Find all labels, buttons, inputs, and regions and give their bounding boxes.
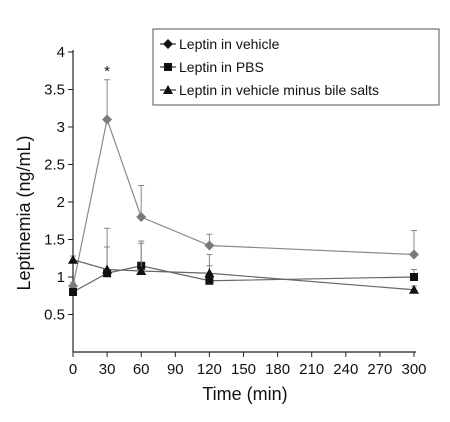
series-3 <box>68 227 419 294</box>
x-tick-label: 240 <box>333 361 358 378</box>
x-tick-label: 150 <box>231 361 256 378</box>
x-axis-title: Time (min) <box>202 384 287 404</box>
y-tick-label: 1 <box>57 269 65 286</box>
axes <box>72 50 416 353</box>
x-tick-label: 300 <box>401 361 426 378</box>
x-tick-label: 180 <box>265 361 290 378</box>
series-layer <box>68 79 419 296</box>
y-tick-label: 3.5 <box>44 82 65 99</box>
data-point <box>410 273 418 281</box>
x-tick-label: 0 <box>69 361 77 378</box>
y-tick-label: 1.5 <box>44 232 65 249</box>
legend: Leptin in vehicle Leptin in PBS Leptin in … <box>152 28 440 106</box>
data-point <box>68 254 78 264</box>
data-point <box>205 276 214 285</box>
data-point <box>102 114 113 125</box>
series-line <box>72 117 415 287</box>
data-point <box>136 266 147 275</box>
data-point <box>136 212 147 222</box>
data-point <box>69 288 77 296</box>
x-tick-label: 270 <box>367 361 392 378</box>
series-1 <box>68 79 419 291</box>
legend-marker <box>164 63 172 71</box>
legend-item: Leptin in vehicle <box>160 36 280 52</box>
legend-label: Leptin in vehicle <box>179 36 280 52</box>
series-line <box>72 259 415 291</box>
y-tick-label: 2.5 <box>44 157 65 174</box>
y-axis-ticks: 0.5 1 1.5 2 2.5 3 3.5 4 <box>44 44 73 324</box>
legend-item: Leptin in PBS <box>160 59 264 75</box>
legend-label: Leptin in vehicle minus bile salts <box>179 82 379 98</box>
y-tick-label: 2 <box>57 194 65 211</box>
legend-marker <box>163 39 173 49</box>
x-axis-ticks: 0 30 60 90 120 150 180 210 240 270 300 <box>69 352 427 378</box>
y-tick-label: 4 <box>57 44 65 61</box>
data-point <box>409 284 419 294</box>
y-axis-title: Leptinemia (ng/mL) <box>14 135 34 290</box>
legend-label: Leptin in PBS <box>179 59 264 75</box>
x-tick-label: 90 <box>167 361 184 378</box>
y-tick-label: 3 <box>57 119 65 136</box>
data-point <box>204 240 215 251</box>
data-point <box>409 249 419 260</box>
x-tick-label: 30 <box>99 361 116 378</box>
legend-items: Leptin in vehicle Leptin in PBS Leptin in … <box>160 36 379 98</box>
x-tick-label: 210 <box>299 361 324 378</box>
y-tick-label: 0.5 <box>44 307 65 324</box>
data-point <box>204 268 215 278</box>
legend-marker <box>163 85 173 94</box>
x-tick-label: 60 <box>133 361 150 378</box>
significance-marker: * <box>104 63 110 80</box>
legend-item: Leptin in vehicle minus bile salts <box>160 82 379 98</box>
annotations: * <box>104 63 110 80</box>
legend-frame <box>152 28 440 106</box>
x-tick-label: 120 <box>197 361 222 378</box>
data-point <box>102 264 113 274</box>
